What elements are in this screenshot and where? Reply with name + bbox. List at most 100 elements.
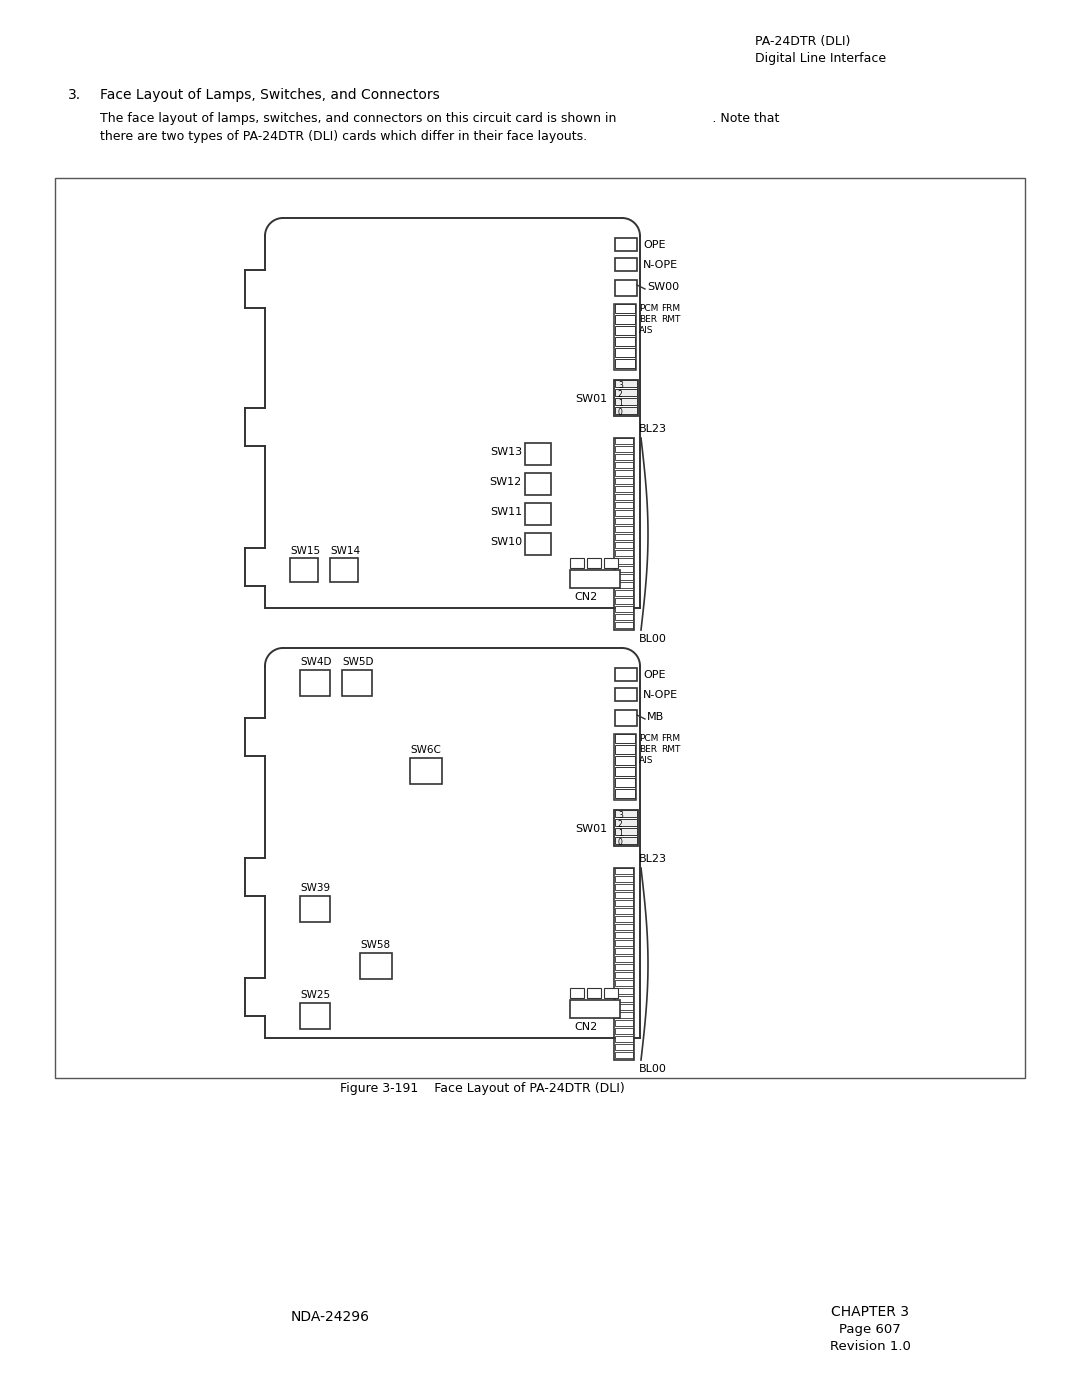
Bar	[615, 1052, 633, 1058]
Text: NDA-24296: NDA-24296	[291, 1310, 369, 1324]
Bar	[291, 557, 318, 583]
Bar	[615, 972, 633, 978]
Text: Figure 3-191    Face Layout of PA-24DTR (DLI): Figure 3-191 Face Layout of PA-24DTR (DL…	[340, 1083, 624, 1095]
Bar	[300, 671, 330, 696]
Text: AIS: AIS	[639, 326, 653, 335]
Bar	[615, 557, 633, 564]
Bar	[525, 474, 551, 495]
Bar	[300, 895, 330, 922]
Text: RMT: RMT	[661, 745, 680, 754]
Bar	[615, 996, 633, 1002]
Bar	[615, 380, 638, 416]
Text: OPE: OPE	[643, 671, 665, 680]
Bar	[615, 598, 633, 604]
Bar	[615, 348, 635, 358]
Bar	[570, 557, 584, 569]
Bar	[588, 557, 600, 569]
Bar	[615, 583, 633, 588]
Text: N-OPE: N-OPE	[643, 690, 678, 700]
Text: MB: MB	[647, 712, 664, 722]
Text: FRM: FRM	[661, 733, 680, 743]
Bar	[615, 745, 635, 754]
Bar	[615, 462, 633, 468]
Text: PCM: PCM	[639, 733, 659, 743]
Bar	[588, 988, 600, 997]
Text: SW00: SW00	[647, 282, 679, 292]
Bar	[615, 687, 637, 701]
Bar	[615, 923, 633, 930]
Text: Digital Line Interface: Digital Line Interface	[755, 52, 886, 66]
Bar	[615, 454, 633, 460]
Text: SW13: SW13	[490, 447, 522, 457]
Bar	[615, 710, 637, 726]
Bar	[615, 819, 637, 826]
Bar	[615, 566, 633, 571]
Text: BL23: BL23	[639, 854, 667, 863]
Bar	[615, 956, 633, 963]
Text: 3: 3	[618, 381, 623, 390]
Text: SW12: SW12	[489, 476, 522, 488]
Bar	[615, 1020, 633, 1025]
Bar	[615, 574, 633, 580]
Bar	[615, 1004, 633, 1010]
Text: 3.: 3.	[68, 88, 81, 102]
Text: FRM: FRM	[661, 305, 680, 313]
Bar	[615, 305, 635, 313]
Bar	[615, 828, 637, 835]
Bar	[615, 439, 634, 630]
Text: 2: 2	[618, 820, 623, 828]
Text: BL23: BL23	[639, 425, 667, 434]
Text: OPE: OPE	[643, 240, 665, 250]
Bar	[615, 949, 633, 954]
Text: SW11: SW11	[490, 507, 522, 517]
Bar	[615, 900, 633, 907]
Text: Page 607: Page 607	[839, 1323, 901, 1336]
Bar	[615, 486, 633, 492]
Text: SW14: SW14	[330, 546, 360, 556]
Bar	[330, 557, 357, 583]
Bar	[615, 1011, 633, 1018]
Bar	[615, 733, 635, 743]
Bar	[615, 810, 638, 847]
Text: BL00: BL00	[639, 1065, 666, 1074]
Bar	[615, 1028, 633, 1034]
Bar	[615, 380, 637, 387]
Bar	[525, 443, 551, 465]
Bar	[615, 495, 633, 500]
Text: Face Layout of Lamps, Switches, and Connectors: Face Layout of Lamps, Switches, and Conn…	[100, 88, 440, 102]
Bar	[615, 439, 633, 444]
Bar	[55, 177, 1025, 1078]
Bar	[615, 407, 637, 414]
Text: SW4D: SW4D	[300, 657, 332, 666]
Text: CHAPTER 3: CHAPTER 3	[831, 1305, 909, 1319]
Bar	[615, 1037, 633, 1042]
Bar	[604, 988, 618, 997]
Bar	[615, 908, 633, 914]
Bar	[615, 964, 633, 970]
Text: PCM: PCM	[639, 305, 659, 313]
Bar	[615, 534, 633, 541]
Bar	[615, 778, 635, 787]
Bar	[615, 837, 637, 844]
Text: SW25: SW25	[300, 990, 330, 1000]
Bar	[615, 279, 637, 296]
Bar	[410, 759, 442, 784]
Text: 0: 0	[618, 408, 623, 416]
Bar	[615, 590, 633, 597]
Bar	[525, 534, 551, 555]
Text: 1: 1	[618, 828, 623, 838]
Text: SW01: SW01	[575, 824, 607, 834]
Bar	[615, 305, 636, 370]
Text: 1: 1	[618, 400, 623, 408]
Bar	[615, 767, 635, 775]
Bar	[615, 542, 633, 548]
Text: SW5D: SW5D	[342, 657, 374, 666]
Bar	[615, 398, 637, 405]
Text: 0: 0	[618, 838, 623, 847]
Text: 2: 2	[618, 390, 623, 400]
Bar	[342, 671, 372, 696]
Bar	[615, 314, 635, 324]
Bar	[525, 503, 551, 525]
Bar	[615, 550, 633, 556]
Bar	[615, 810, 637, 817]
